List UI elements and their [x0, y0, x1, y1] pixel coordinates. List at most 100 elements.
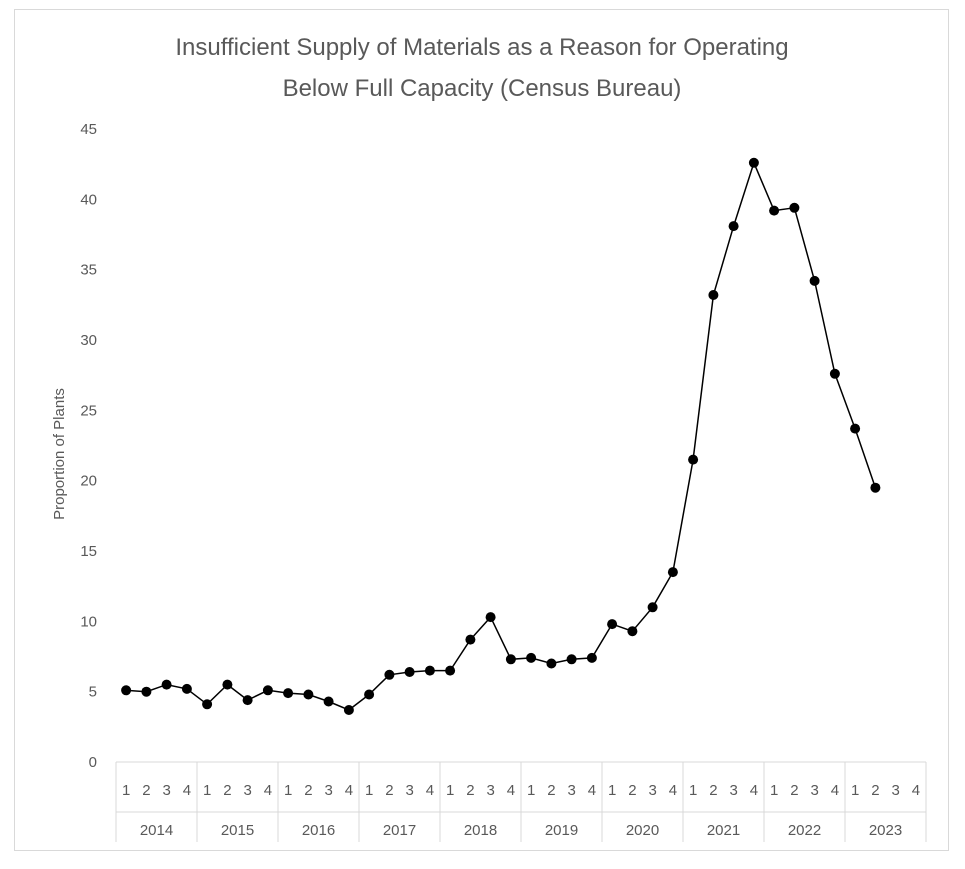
x-quarter-label: 2 — [385, 782, 393, 799]
y-tick-label-5: 5 — [89, 684, 97, 701]
data-point — [283, 688, 294, 699]
y-tick-label-20: 20 — [80, 473, 97, 490]
data-point — [384, 669, 395, 680]
data-point — [586, 652, 597, 663]
data-point — [769, 205, 780, 216]
data-point — [667, 567, 678, 578]
y-tick-label-10: 10 — [80, 613, 97, 630]
data-point — [647, 602, 658, 613]
data-point — [708, 290, 719, 300]
y-axis: 0 5 10 15 20 25 30 35 40 45 — [80, 121, 97, 771]
x-quarter-label: 3 — [243, 782, 251, 799]
x-quarter-label: 1 — [527, 782, 535, 799]
x-quarter-label: 1 — [203, 782, 211, 799]
data-point — [627, 626, 638, 637]
x-quarter-label: 2 — [628, 782, 636, 799]
x-quarter-label: 2 — [709, 782, 717, 799]
x-quarter-label: 1 — [608, 782, 616, 799]
data-point — [465, 634, 476, 645]
x-quarter-label: 2 — [223, 782, 231, 799]
x-quarter-label: 1 — [689, 782, 697, 799]
x-quarter-label: 4 — [669, 782, 677, 799]
y-tick-label-35: 35 — [80, 262, 97, 279]
data-point — [262, 685, 273, 696]
data-point — [485, 612, 496, 623]
x-quarter-label: 4 — [345, 782, 353, 799]
data-point — [748, 157, 759, 168]
x-quarter-label: 4 — [912, 782, 920, 799]
data-point — [546, 658, 557, 669]
x-year-label-2014: 2014 — [140, 822, 173, 839]
data-point — [141, 686, 152, 697]
x-quarter-label: 4 — [507, 782, 515, 799]
x-year-label-2021: 2021 — [707, 822, 740, 839]
x-quarter-label: 3 — [486, 782, 494, 799]
x-quarter-label: 1 — [851, 782, 859, 799]
data-point — [445, 665, 456, 676]
data-point — [222, 679, 233, 690]
x-quarter-label: 4 — [183, 782, 191, 799]
data-point — [404, 667, 415, 677]
x-year-label-2020: 2020 — [626, 822, 659, 839]
x-quarter-label: 3 — [810, 782, 818, 799]
x-quarter-label: 2 — [547, 782, 555, 799]
chart-title-line-2: Below Full Capacity (Census Bureau) — [283, 75, 682, 102]
data-point — [303, 689, 314, 700]
x-year-label-2022: 2022 — [788, 822, 821, 839]
data-point — [728, 221, 739, 232]
data-point — [829, 368, 840, 379]
data-point — [343, 705, 354, 715]
x-quarter-label: 2 — [466, 782, 474, 799]
x-quarter-label: 1 — [770, 782, 778, 799]
data-point — [526, 652, 537, 663]
x-year-label-2018: 2018 — [464, 822, 497, 839]
chart-title-line-1: Insufficient Supply of Materials as a Re… — [175, 34, 788, 61]
x-quarter-label: 3 — [324, 782, 332, 799]
data-point — [424, 665, 435, 676]
x-quarter-label: 2 — [142, 782, 150, 799]
data-point — [809, 275, 820, 286]
x-quarter-label: 1 — [122, 782, 130, 799]
data-point — [789, 202, 800, 213]
x-year-label-2023: 2023 — [869, 822, 902, 839]
y-tick-label-40: 40 — [80, 191, 97, 208]
y-tick-label-45: 45 — [80, 121, 97, 138]
x-quarter-label: 4 — [588, 782, 596, 799]
x-year-label-2019: 2019 — [545, 822, 578, 839]
y-tick-label-0: 0 — [89, 754, 97, 771]
data-point — [870, 482, 881, 493]
data-point — [364, 689, 375, 700]
series-proportion-of-plants — [121, 157, 881, 715]
y-tick-label-25: 25 — [80, 402, 97, 419]
data-point — [161, 679, 172, 690]
x-quarter-label: 3 — [567, 782, 575, 799]
x-year-label-2016: 2016 — [302, 822, 335, 839]
x-quarter-label: 1 — [446, 782, 454, 799]
x-quarter-label: 2 — [304, 782, 312, 799]
x-quarter-label: 1 — [284, 782, 292, 799]
x-quarter-label: 3 — [891, 782, 899, 799]
data-point — [505, 654, 516, 665]
data-point — [323, 696, 334, 707]
chart-svg: Insufficient Supply of Materials as a Re… — [51, 34, 927, 842]
x-quarter-label: 4 — [426, 782, 434, 799]
x-quarter-label: 3 — [648, 782, 656, 799]
x-year-label-2017: 2017 — [383, 822, 416, 839]
data-point — [607, 619, 618, 630]
chart-frame: Insufficient Supply of Materials as a Re… — [14, 9, 949, 851]
data-point — [181, 683, 192, 694]
x-quarter-label: 3 — [729, 782, 737, 799]
data-point — [566, 654, 577, 665]
x-quarter-label: 4 — [750, 782, 758, 799]
x-quarter-label: 4 — [831, 782, 839, 799]
x-quarter-label: 2 — [790, 782, 798, 799]
x-quarter-label: 3 — [405, 782, 413, 799]
y-tick-label-30: 30 — [80, 332, 97, 349]
x-quarter-label: 4 — [264, 782, 272, 799]
x-quarter-label: 2 — [871, 782, 879, 799]
chart-title: Insufficient Supply of Materials as a Re… — [175, 34, 788, 102]
data-point — [850, 423, 861, 434]
series-line — [126, 160, 877, 711]
data-point — [242, 695, 253, 706]
